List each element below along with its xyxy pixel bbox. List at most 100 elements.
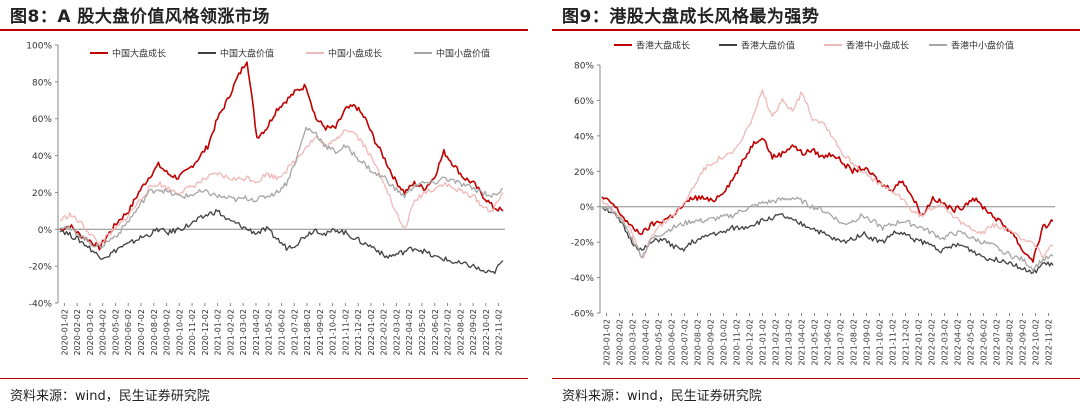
x-tick-label: 2022-11-02 [1045,319,1054,366]
x-tick-label: 2021-05-02 [811,319,820,366]
x-tick-label: 2021-07-02 [290,309,299,356]
x-tick-label: 2020-11-02 [733,319,742,366]
y-tick-label: 40% [574,132,594,142]
y-tick-label: -20% [571,239,595,249]
legend-label: 中国大盘价值 [220,48,274,60]
x-tick-label: 2020-09-02 [707,319,716,366]
x-tick-label: 2020-01-02 [603,319,612,366]
x-tick-label: 2022-01-02 [915,319,924,366]
x-tick-label: 2021-04-02 [252,309,261,356]
x-tick-label: 2022-02-02 [380,309,389,356]
y-tick-label: -40% [29,300,53,310]
legend-label: 香港大盘价值 [741,40,795,52]
title-rule [552,29,1080,31]
series-line-3 [601,88,1054,259]
y-tick-label: 80% [574,62,594,72]
chart-panel-right: 图9：港股大盘成长风格最为强势 80% 60% 40% 20% 0% -20% -40% -6… [552,0,1080,413]
x-tick-label: 2020-02-02 [73,309,82,356]
series-line-4 [601,196,1054,272]
x-tick-label: 2021-01-02 [214,309,223,356]
y-tick-label: 100% [26,42,52,52]
title-rule [0,29,528,31]
legend-label: 香港大盘成长 [636,40,690,52]
x-tick-label: 2022-01-02 [367,309,376,356]
y-tick-label: 0% [580,203,595,213]
y-tick-label: 60% [574,97,594,107]
y-tick-label: 0% [38,226,53,236]
legend-label: 中国小盘成长 [328,48,382,60]
source-note: 资料来源：wind，民生证券研究院 [10,389,210,404]
x-tick-label: 2021-03-02 [785,319,794,366]
series-line-2 [59,209,504,275]
y-tick-label: 40% [32,152,52,162]
x-tick-label: 2021-07-02 [837,319,846,366]
x-tick-label: 2020-07-02 [137,309,146,356]
line-chart-china-styles: 100% 80% 60% 40% 20% 0% -20% -40% 2020-01-02 2020… [26,42,505,356]
x-tick-label: 2020-03-02 [86,309,95,356]
x-tick-label: 2020-02-02 [616,319,625,366]
x-tick-label: 2020-05-02 [111,309,120,356]
y-tick-label: 20% [32,189,52,199]
legend-label: 中国小盘价值 [436,48,490,60]
x-tick-label: 2022-07-02 [444,309,453,356]
x-tick-label: 2022-06-02 [980,319,989,366]
x-tick-label: 2021-12-02 [354,309,363,356]
legend-label: 中国大盘成长 [112,48,166,60]
chart-panel-left: 图8：A 股大盘价值风格领涨市场 100% 80% 60% 40% 20% 0% -20% -… [0,0,528,413]
x-tick-label: 2021-08-02 [303,309,312,356]
x-tick-label: 2021-09-02 [863,319,872,366]
x-tick-label: 2020-01-02 [60,309,69,356]
x-tick-label: 2021-10-02 [876,319,885,366]
series-line-3 [59,129,504,245]
x-tick-label: 2022-07-02 [993,319,1002,366]
x-tick-label: 2021-02-02 [226,309,235,356]
chart-title: 图9：港股大盘成长风格最为强势 [562,7,820,27]
x-tick-label: 2022-11-02 [495,309,504,356]
x-tick-label: 2020-06-02 [668,319,677,366]
legend-label: 香港中小盘价值 [951,40,1014,52]
x-tick-label: 2020-11-02 [188,309,197,356]
line-chart-hk-styles: 80% 60% 40% 20% 0% -20% -40% -60% 2020-01-02 2020… [571,40,1055,366]
x-tick-label: 2022-09-02 [469,309,478,356]
y-tick-label: 80% [32,78,52,88]
series-line-1 [59,61,504,251]
x-tick-label: 2020-10-02 [720,319,729,366]
y-tick-label: -20% [29,263,53,273]
series-line-1 [601,137,1054,263]
x-tick-label: 2020-06-02 [124,309,133,356]
x-tick-label: 2021-02-02 [772,319,781,366]
y-tick-label: -40% [571,274,595,284]
series-line-2 [601,207,1054,275]
legend-label: 香港中小盘成长 [846,40,909,52]
x-tick-label: 2021-06-02 [824,319,833,366]
x-tick-label: 2022-05-02 [967,319,976,366]
x-tick-label: 2022-03-02 [941,319,950,366]
x-tick-label: 2022-03-02 [392,309,401,356]
x-tick-label: 2020-10-02 [175,309,184,356]
x-tick-label: 2020-07-02 [681,319,690,366]
x-tick-label: 2022-08-02 [456,309,465,356]
x-tick-label: 2021-05-02 [265,309,274,356]
chart-title: 图8：A 股大盘价值风格领涨市场 [10,7,270,27]
x-tick-label: 2021-08-02 [850,319,859,366]
x-tick-label: 2020-04-02 [99,309,108,356]
x-tick-label: 2020-12-02 [201,309,210,356]
source-rule [0,378,528,379]
x-tick-label: 2022-02-02 [928,319,937,366]
x-tick-label: 2022-10-02 [1032,319,1041,366]
x-tick-label: 2022-06-02 [431,309,440,356]
x-tick-label: 2022-04-02 [405,309,414,356]
x-tick-label: 2022-04-02 [954,319,963,366]
x-tick-label: 2021-06-02 [278,309,287,356]
x-tick-label: 2020-04-02 [642,319,651,366]
x-tick-label: 2022-09-02 [1019,319,1028,366]
series-line-4 [60,126,504,250]
x-tick-label: 2021-10-02 [329,309,338,356]
y-tick-label: 60% [32,115,52,125]
x-tick-label: 2021-11-02 [889,319,898,366]
x-tick-label: 2020-09-02 [163,309,172,356]
y-tick-label: -60% [571,310,595,320]
x-tick-label: 2021-11-02 [341,309,350,356]
x-tick-label: 2021-01-02 [759,319,768,366]
x-tick-label: 2022-05-02 [418,309,427,356]
